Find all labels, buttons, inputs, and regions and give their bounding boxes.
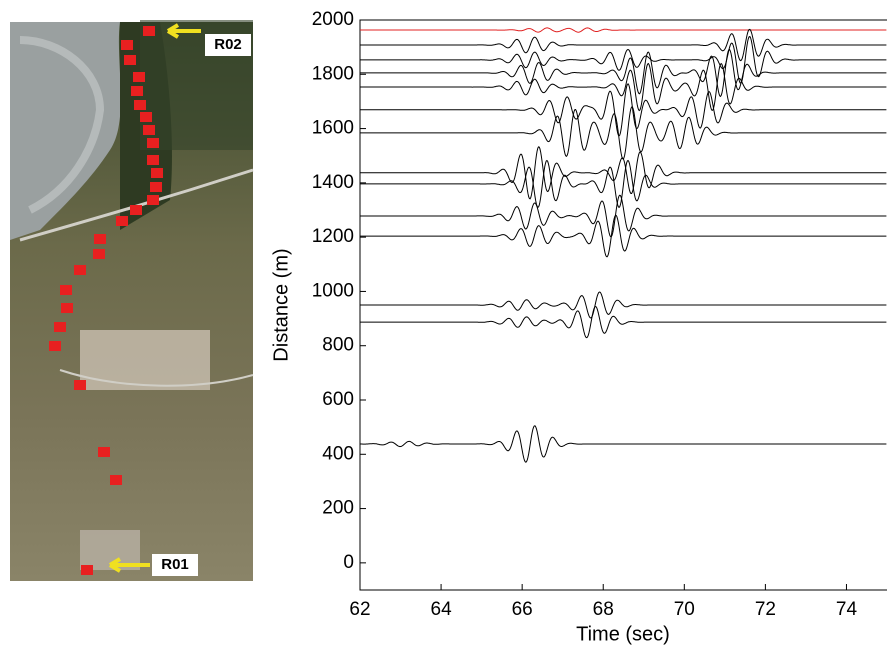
- x-tick-label: 70: [674, 599, 695, 620]
- x-tick-label: 66: [512, 599, 533, 620]
- map-label: R02: [214, 36, 242, 53]
- y-tick-label: 1800: [312, 63, 354, 84]
- trace: [360, 194, 887, 238]
- x-tick-label: 72: [755, 599, 776, 620]
- y-tick-label: 800: [322, 335, 354, 356]
- y-tick-label: 400: [322, 443, 354, 464]
- trace: [360, 214, 887, 258]
- y-tick-label: 200: [322, 498, 354, 519]
- trace: [360, 27, 887, 33]
- trace: [360, 291, 887, 319]
- x-axis-label: Time (sec): [576, 623, 670, 645]
- y-tick-label: 1200: [312, 226, 354, 247]
- trace: [360, 62, 887, 112]
- x-tick-label: 68: [593, 599, 614, 620]
- y-tick-label: 1000: [312, 280, 354, 301]
- aerial-photo: R02 R01: [10, 20, 254, 581]
- trace: [360, 49, 887, 98]
- x-tick-label: 62: [349, 599, 370, 620]
- trace: [360, 36, 887, 84]
- trace: [360, 28, 887, 62]
- trace: [360, 83, 887, 137]
- x-tick-label: 64: [431, 599, 453, 620]
- trace: [360, 306, 887, 339]
- x-tick-label: 74: [836, 599, 858, 620]
- map-label: R01: [161, 556, 189, 573]
- trace: [360, 425, 887, 463]
- y-tick-label: 600: [322, 389, 354, 410]
- trace: [360, 146, 887, 200]
- y-tick-label: 1400: [312, 172, 354, 193]
- y-axis-label: Distance (m): [270, 248, 292, 361]
- trace: [360, 159, 887, 209]
- y-tick-label: 1600: [312, 118, 354, 139]
- y-tick-label: 0: [343, 552, 354, 573]
- y-tick-label: 2000: [312, 9, 354, 30]
